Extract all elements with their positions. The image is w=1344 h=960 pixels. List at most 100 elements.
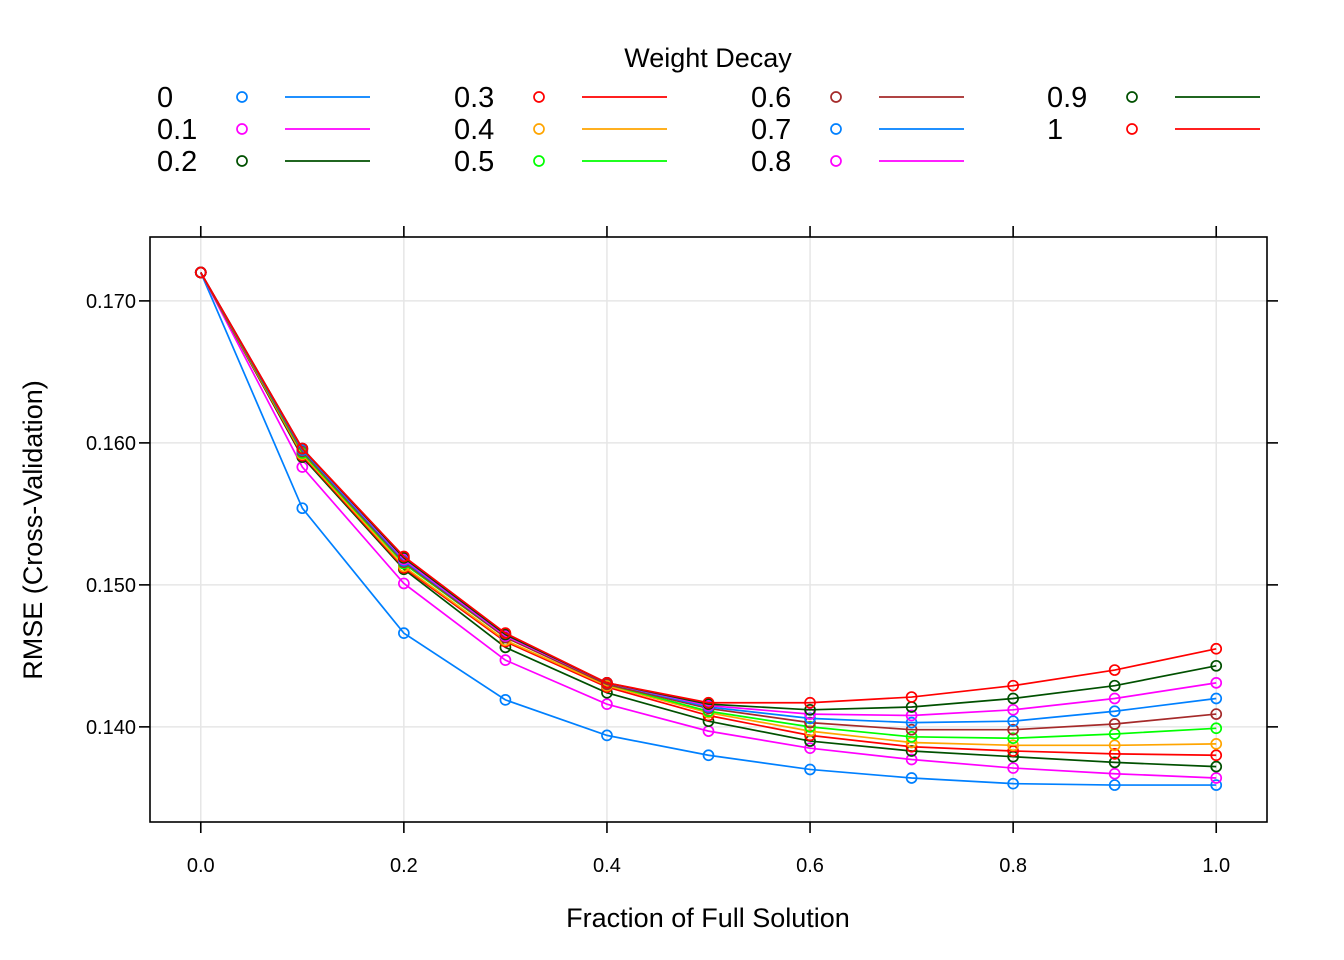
data-point [499,627,512,640]
data-point [1210,749,1223,762]
data-point [1108,664,1121,676]
data-point [601,729,613,742]
legend-marker [236,91,248,103]
legend-item: 0.6 [751,82,964,114]
legend-marker [533,123,545,135]
series-line [200,272,1217,704]
data-point [296,442,309,455]
data-point [601,676,613,689]
legend-marker [236,155,248,167]
data-point [398,627,410,640]
x-axis-title: Fraction of Full Solution [566,903,850,933]
series-line [200,272,1217,717]
legend-label: 0.5 [454,146,494,178]
data-point [1108,779,1121,791]
series-layer [194,266,1223,791]
data-point [1007,739,1019,752]
series-line [199,272,1217,786]
legend: Weight Decay 00.10.2 0.30.40.5 0.60.70.8 0.… [157,43,1260,178]
legend-label: 0.1 [157,114,197,146]
series-0-7 [194,266,1223,729]
legend-item: 1 [1047,114,1260,146]
axes: 0.0 0.2 0.4 0.6 0.8 1.0 0.140 0.150 0.160 0.170 [86,226,1278,877]
data-point [1210,642,1223,655]
data-point [1210,708,1223,720]
legend-marker [533,155,545,167]
data-point [1210,659,1223,672]
series-0-5 [194,266,1223,745]
data-point [804,763,816,776]
legend-marker [533,91,545,103]
data-point [905,723,918,736]
data-point [1210,738,1223,750]
data-point [1210,760,1223,773]
data-point [1007,715,1019,728]
legend-item: 0.4 [454,114,667,146]
legend-label: 0 [157,82,173,114]
data-point [905,709,918,722]
data-point [499,694,512,706]
legend-item: 0.1 [157,114,370,146]
legend-item: 0.8 [751,146,964,178]
data-point [398,550,410,563]
series-1 [194,266,1223,709]
data-point [1007,679,1019,692]
data-point [1108,739,1121,752]
data-point [804,696,816,709]
data-point [499,654,512,666]
data-point [1108,692,1121,705]
legend-title: Weight Decay [624,43,792,73]
data-point [905,753,918,766]
data-point [1007,703,1019,716]
data-point [1007,762,1019,774]
data-point [1108,718,1121,730]
y-tick-label: 0.150 [86,575,136,597]
data-point [1007,692,1019,705]
x-tick-label: 0.8 [999,855,1027,877]
series-0-8 [194,266,1223,722]
legend-item: 0.5 [454,146,667,178]
legend-marker [830,155,842,167]
y-tick-label: 0.170 [86,291,136,313]
legend-marker [830,91,842,103]
data-point [398,577,410,590]
legend-label: 0.9 [1047,82,1087,114]
data-point [1007,732,1019,745]
data-point [296,502,309,515]
legend-item: 0.3 [454,82,667,114]
legend-label: 0.6 [751,82,791,114]
x-tick-label: 1.0 [1202,855,1230,877]
y-tick-label: 0.140 [86,717,136,739]
data-point [702,696,715,709]
legend-item: 0 [157,82,370,114]
data-point [1108,767,1121,780]
legend-item: 0.9 [1047,82,1260,114]
legend-label: 0.2 [157,146,197,178]
data-point [905,730,918,743]
data-point [1210,722,1223,735]
legend-marker [236,123,248,135]
legend-label: 0.7 [751,114,791,146]
x-tick-label: 0.6 [796,855,824,877]
series-0-3 [194,266,1223,762]
data-point [1210,772,1223,784]
data-point [1108,747,1121,760]
y-tick-label: 0.160 [86,433,136,455]
data-point [194,266,207,279]
x-tick-label: 0.0 [187,855,215,877]
data-point [1108,705,1121,718]
legend-label: 1 [1047,114,1063,146]
data-point [905,716,918,729]
data-point [1108,756,1121,769]
data-point [702,749,715,762]
series-line [200,272,1217,724]
series-0-2 [194,266,1223,773]
data-point [804,742,816,755]
legend-label: 0.8 [751,146,791,178]
series-line [200,272,1217,779]
legend-marker [1126,91,1138,103]
data-point [905,772,918,784]
legend-item: 0.7 [751,114,964,146]
data-point [804,703,816,716]
